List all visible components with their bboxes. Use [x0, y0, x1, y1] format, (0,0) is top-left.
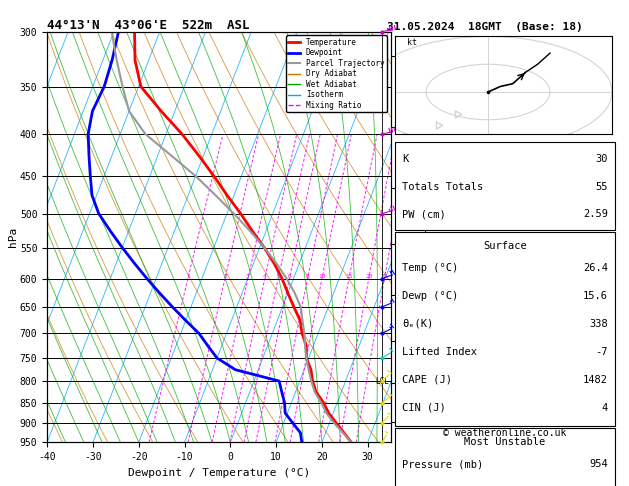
Text: 31.05.2024  18GMT  (Base: 18): 31.05.2024 18GMT (Base: 18) — [387, 22, 582, 32]
Text: Most Unstable: Most Unstable — [464, 437, 546, 447]
Text: 1482: 1482 — [583, 375, 608, 385]
Text: 25: 25 — [381, 274, 388, 278]
Text: -7: -7 — [596, 347, 608, 357]
Text: Surface: Surface — [483, 241, 527, 251]
Text: 2: 2 — [223, 274, 227, 278]
Text: 6: 6 — [287, 274, 291, 278]
Bar — [395, 428, 615, 486]
Text: 338: 338 — [589, 319, 608, 329]
Text: 8: 8 — [306, 274, 309, 278]
Text: 20: 20 — [365, 274, 372, 278]
Text: Pressure (mb): Pressure (mb) — [402, 459, 483, 469]
Bar — [395, 232, 615, 426]
Text: K: K — [402, 154, 408, 164]
Text: 3: 3 — [246, 274, 250, 278]
Text: CAPE (J): CAPE (J) — [402, 375, 452, 385]
Text: Dewp (°C): Dewp (°C) — [402, 291, 459, 301]
Y-axis label: km
ASL: km ASL — [408, 228, 429, 246]
Text: 30: 30 — [596, 154, 608, 164]
Text: 15: 15 — [345, 274, 353, 278]
Text: kt: kt — [408, 38, 418, 47]
X-axis label: Dewpoint / Temperature (°C): Dewpoint / Temperature (°C) — [128, 468, 310, 478]
Y-axis label: hPa: hPa — [8, 227, 18, 247]
Text: PW (cm): PW (cm) — [402, 209, 446, 220]
Text: Totals Totals: Totals Totals — [402, 182, 483, 191]
Bar — [395, 142, 615, 230]
Text: Lifted Index: Lifted Index — [402, 347, 477, 357]
Text: 4: 4 — [602, 403, 608, 413]
Legend: Temperature, Dewpoint, Parcel Trajectory, Dry Adiabat, Wet Adiabat, Isotherm, Mi: Temperature, Dewpoint, Parcel Trajectory… — [286, 35, 387, 112]
Text: 44°13'N  43°06'E  522m  ASL: 44°13'N 43°06'E 522m ASL — [47, 18, 250, 32]
Text: 1: 1 — [186, 274, 190, 278]
Text: 4: 4 — [263, 274, 267, 278]
Text: CIN (J): CIN (J) — [402, 403, 446, 413]
Text: 26.4: 26.4 — [583, 263, 608, 273]
Text: LCL: LCL — [376, 378, 389, 386]
Text: 10: 10 — [318, 274, 326, 278]
Text: 15.6: 15.6 — [583, 291, 608, 301]
Text: θₑ(K): θₑ(K) — [402, 319, 433, 329]
Text: Temp (°C): Temp (°C) — [402, 263, 459, 273]
Text: © weatheronline.co.uk: © weatheronline.co.uk — [443, 428, 567, 438]
Text: 2.59: 2.59 — [583, 209, 608, 220]
Text: 5: 5 — [276, 274, 280, 278]
Text: 954: 954 — [589, 459, 608, 469]
Text: 55: 55 — [596, 182, 608, 191]
